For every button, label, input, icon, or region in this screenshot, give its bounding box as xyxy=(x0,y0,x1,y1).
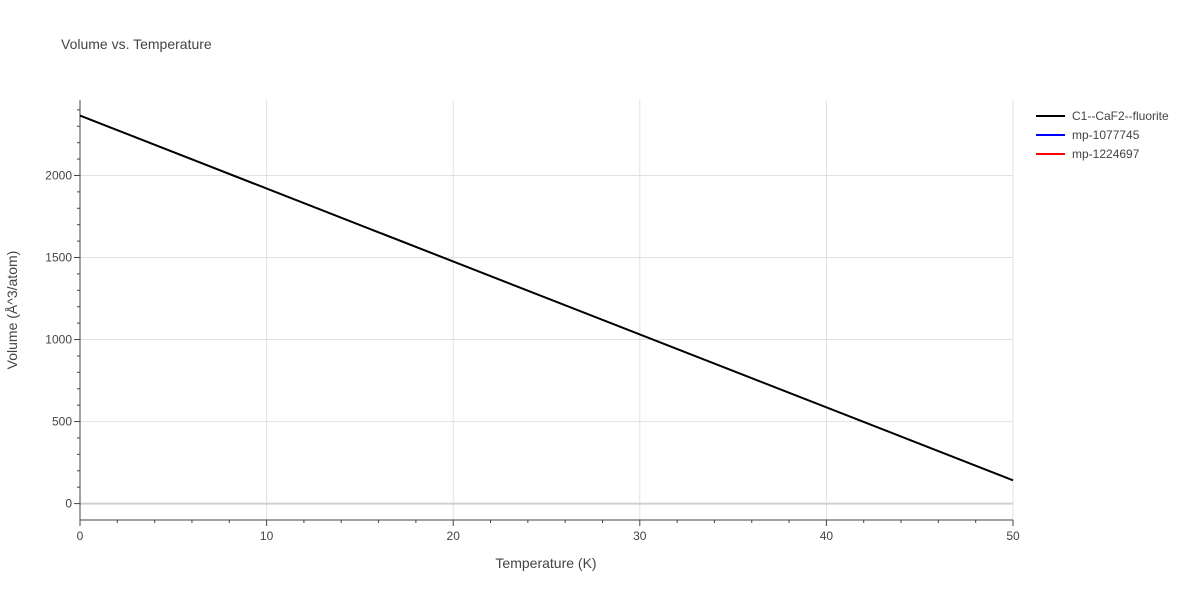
legend-swatch xyxy=(1036,114,1065,117)
y-tick-label: 2000 xyxy=(45,168,72,182)
x-tick-label: 50 xyxy=(1006,529,1020,543)
grid xyxy=(80,100,1014,520)
series-line xyxy=(79,114,1014,482)
y-tick-label: 1000 xyxy=(45,333,72,347)
x-tick-label: 20 xyxy=(447,529,461,543)
legend-label: mp-1077745 xyxy=(1072,127,1140,142)
legend-label: mp-1224697 xyxy=(1072,146,1140,161)
legend-item[interactable]: mp-1224697 xyxy=(1036,144,1169,163)
legend-item[interactable]: C1--CaF2--fluorite xyxy=(1036,106,1169,125)
legend-swatch xyxy=(1036,133,1065,136)
axes xyxy=(74,100,1014,526)
x-axis-label: Temperature (K) xyxy=(495,555,596,571)
y-tick-label: 500 xyxy=(52,415,72,429)
legend-item[interactable]: mp-1077745 xyxy=(1036,125,1169,144)
y-axis-label: Volume (Å^3/atom) xyxy=(4,251,20,370)
x-tick-label: 40 xyxy=(820,529,834,543)
legend-swatch xyxy=(1036,152,1065,155)
x-tick-label: 30 xyxy=(633,529,647,543)
x-tick-label: 10 xyxy=(260,529,274,543)
chart-title: Volume vs. Temperature xyxy=(61,36,212,52)
y-tick-label: 1500 xyxy=(45,251,72,265)
legend: C1--CaF2--fluorite mp-1077745 mp-1224697 xyxy=(1036,106,1169,163)
series-lines xyxy=(79,114,1014,482)
legend-label: C1--CaF2--fluorite xyxy=(1072,108,1169,123)
x-tick-label: 0 xyxy=(77,529,84,543)
y-tick-label: 0 xyxy=(65,497,72,511)
